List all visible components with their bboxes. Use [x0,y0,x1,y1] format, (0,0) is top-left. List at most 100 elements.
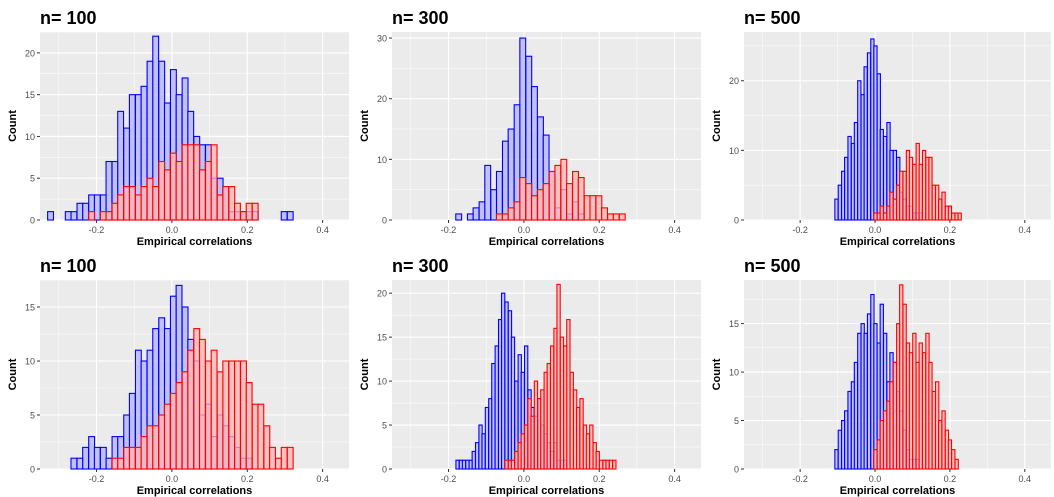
y-tick-label: 0 [382,216,387,226]
histogram-bar [947,439,953,470]
histogram-bar [585,433,591,470]
histogram-bar [554,164,562,221]
y-tick-label: 0 [30,216,35,226]
histogram-bar [501,140,509,221]
x-tick-label: 0.2 [593,225,606,235]
series-red [111,328,294,470]
y-tick-label: 5 [382,421,387,431]
histogram-bar [501,213,509,221]
x-tick-label: 0.4 [316,225,329,235]
y-tick-label: 15 [25,90,35,100]
histogram-bar [490,189,498,221]
histogram-bar [847,390,852,470]
histogram-bar [99,211,107,221]
histogram-bar [140,436,148,470]
histogram-bar [873,212,878,221]
histogram-bar [275,457,283,470]
histogram-bar [921,352,927,470]
histogram-bar [533,380,539,470]
panel-title: n= 100 [40,8,97,28]
series-red [873,142,962,221]
histogram-bar [82,202,90,221]
histogram-bar [542,183,550,221]
histogram-bar [233,202,241,221]
y-tick-label: 0 [734,216,739,226]
histogram-bar [169,152,177,221]
y-tick-label: 15 [377,333,387,343]
histogram-bar [93,446,101,470]
histogram-panel-bottom-middle: n= 300 0 5 10 15 20 -0.2 0.0 0.2 0.4 Empirical cor… [359,256,701,497]
histogram-bar [240,360,247,470]
y-tick-label: 30 [377,34,387,44]
histogram-panel-bottom-left: n= 100 0 5 10 15 -0.2 0.0 0.2 0.4 Empirical corre… [7,256,349,497]
histogram-bar [494,345,499,470]
histogram-bar [889,191,894,221]
histogram-bar [210,349,218,470]
histogram-bar [233,360,241,470]
histogram-bar [146,425,154,470]
x-axis-label: Empirical correlations [489,236,605,248]
y-axis-label: Count [711,110,723,142]
histogram-bar [918,342,923,470]
histogram-bar [461,459,467,470]
x-tick-label: 0.2 [593,474,606,484]
histogram-bar [595,450,600,470]
series-red [504,283,617,470]
histogram-bar [892,361,898,470]
y-tick-label: 5 [734,416,739,426]
y-tick-label: 10 [377,377,387,387]
histogram-bar [152,425,160,470]
histogram-bar [111,457,119,470]
histogram-bar [117,194,125,221]
histogram-bar [577,176,585,221]
y-tick-label: 20 [729,76,739,86]
x-tick-label: -0.2 [792,474,808,484]
histogram-bar [88,436,96,470]
panel-title: n= 300 [392,8,449,28]
histogram-bar [70,211,78,221]
y-tick-label: 0 [30,465,35,475]
histogram-bar [455,213,463,221]
histogram-bar [158,160,166,221]
histogram-panel-top-left: n= 100 0 5 10 15 20 -0.2 0.0 0.2 0.4 Empirical cor… [7,8,349,248]
histogram-bar [128,186,136,221]
histogram-bar [889,381,894,470]
histogram-bar [495,213,503,221]
histogram-bar [64,211,72,221]
x-tick-label: 0.2 [944,474,957,484]
histogram-bar [88,211,96,221]
histogram-bar [240,211,247,221]
histogram-bar [583,195,591,221]
histogram-bar [471,450,476,470]
x-axis-label: Empirical correlations [840,485,956,497]
histogram-bar [879,419,884,470]
x-tick-label: -0.2 [792,225,808,235]
histogram-bar [193,144,201,221]
histogram-bar [537,189,544,221]
histogram-bar [495,170,503,221]
x-tick-label: 0.4 [668,225,681,235]
histogram-bar [525,183,533,221]
histogram-bar [99,446,107,470]
histogram-bar [882,410,888,470]
histogram-bar [146,177,154,221]
series-red [88,144,259,221]
y-tick-label: 20 [377,94,387,104]
histogram-bar [899,284,904,470]
histogram-bar [70,457,78,470]
x-axis-label: Empirical correlations [489,485,605,497]
histogram-bar [76,457,84,470]
histogram-bar [134,446,142,470]
histogram-bar [117,457,125,470]
x-tick-label: 0.0 [166,225,179,235]
x-tick-label: 0.4 [1019,225,1032,235]
histogram-bar [198,169,206,221]
x-tick-label: 0.0 [166,474,179,484]
histogram-bar [504,301,509,470]
x-tick-label: -0.2 [89,225,105,235]
histogram-bar [908,156,914,221]
histogram-bar [105,457,113,470]
histogram-bar [76,202,84,221]
histogram-bar [879,205,884,221]
